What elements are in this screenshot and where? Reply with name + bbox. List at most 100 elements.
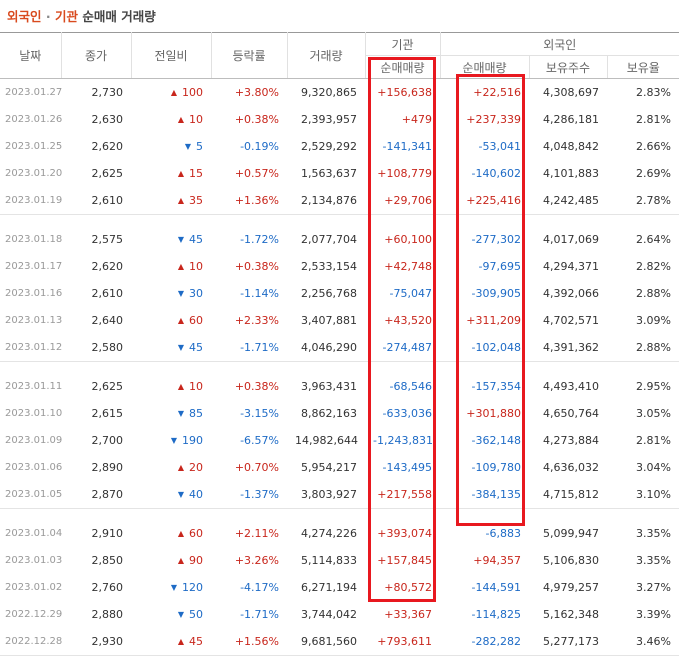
date-cell: 2022.12.29 bbox=[5, 609, 63, 620]
volume-cell: 1,563,637 bbox=[301, 167, 357, 180]
close-cell: 2,760 bbox=[91, 581, 124, 594]
holdings-cell: 4,101,883 bbox=[543, 167, 599, 180]
close-cell: 2,850 bbox=[91, 554, 124, 567]
rate-cell: +0.38% bbox=[234, 260, 279, 273]
down-triangle-icon: ▼ bbox=[177, 490, 184, 499]
foreign-net-cell: +311,209 bbox=[466, 314, 521, 327]
ratio-cell: 2.88% bbox=[607, 334, 679, 362]
volume-cell: 4,274,226 bbox=[301, 527, 357, 540]
close-cell: 2,610 bbox=[91, 287, 124, 300]
table-row: 2023.01.11 2,625 ▲ 10 +0.38% 3,963,431 -68,546… bbox=[0, 373, 679, 400]
rate-cell: -0.19% bbox=[240, 140, 279, 153]
holdings-cell: 4,636,032 bbox=[543, 461, 599, 474]
inst-net-cell: +108,779 bbox=[377, 167, 432, 180]
rate-cell: +3.26% bbox=[234, 554, 279, 567]
inst-net-cell: +479 bbox=[401, 113, 432, 126]
holdings-cell: 4,048,842 bbox=[543, 140, 599, 153]
change-value: 45 bbox=[189, 635, 203, 648]
rate-cell: +0.57% bbox=[234, 167, 279, 180]
date-cell: 2023.01.27 bbox=[5, 87, 63, 98]
foreign-net-cell: +22,516 bbox=[473, 86, 521, 99]
table-row: 2023.01.25 2,620 ▼ 5 -0.19% 2,529,292 -141,341… bbox=[0, 133, 679, 160]
date-cell: 2023.01.25 bbox=[5, 141, 63, 152]
volume-cell: 5,954,217 bbox=[301, 461, 357, 474]
ratio-cell: 3.04% bbox=[636, 461, 671, 474]
table-row: 2023.01.20 2,625 ▲ 15 +0.57% 1,563,637 +108,77… bbox=[0, 160, 679, 187]
close-cell: 2,620 bbox=[91, 140, 124, 153]
holdings-cell: 4,702,571 bbox=[543, 314, 599, 327]
change-value: 10 bbox=[189, 260, 203, 273]
close-cell: 2,730 bbox=[91, 86, 124, 99]
ratio-cell: 2.78% bbox=[607, 187, 679, 215]
close-cell: 2,870 bbox=[61, 481, 131, 509]
col-header-rate: 등락률 bbox=[211, 32, 288, 79]
rate-cell: +2.33% bbox=[234, 314, 279, 327]
title-separator: · bbox=[41, 9, 55, 24]
change-cell: ▼ 45 bbox=[131, 226, 211, 253]
close-cell: 2,880 bbox=[91, 608, 124, 621]
rate-cell: +0.38% bbox=[234, 113, 279, 126]
holdings-cell: 5,162,348 bbox=[543, 608, 599, 621]
rate-cell: -1.71% bbox=[211, 334, 287, 362]
foreign-net-cell: -362,148 bbox=[471, 434, 521, 447]
holdings-cell: 4,286,181 bbox=[543, 113, 599, 126]
col-header-change: 전일비 bbox=[131, 32, 212, 79]
holdings-cell: 4,391,362 bbox=[529, 334, 607, 362]
table-row: 2023.01.03 2,850 ▲ 90 +3.26% 5,114,833 +157,84… bbox=[0, 547, 679, 574]
change-cell: ▲ 60 bbox=[131, 520, 211, 547]
inst-net-cell: -143,495 bbox=[382, 461, 432, 474]
rate-cell: +0.38% bbox=[234, 380, 279, 393]
change-cell: ▲ 10 bbox=[131, 253, 211, 280]
ratio-cell: 2.69% bbox=[636, 167, 671, 180]
change-value: 35 bbox=[189, 194, 203, 207]
date-cell: 2023.01.13 bbox=[5, 315, 63, 326]
net-trading-table: 날짜 종가 전일비 등락률 거래량 기관 외국인 순매매량 순매매량 보유주수 … bbox=[0, 32, 679, 656]
change-value: 5 bbox=[196, 140, 203, 153]
change-value: 50 bbox=[189, 608, 203, 621]
table-row: 2023.01.17 2,620 ▲ 10 +0.38% 2,533,154 +42,748… bbox=[0, 253, 679, 280]
volume-cell: 5,114,833 bbox=[301, 554, 357, 567]
col-group-foreign: 외국인 bbox=[440, 32, 679, 56]
volume-cell: 4,046,290 bbox=[287, 334, 365, 362]
holdings-cell: 4,017,069 bbox=[543, 233, 599, 246]
holdings-cell: 5,099,947 bbox=[543, 527, 599, 540]
up-triangle-icon: ▲ bbox=[177, 115, 184, 124]
rate-cell: +1.36% bbox=[211, 187, 287, 215]
close-cell: 2,575 bbox=[91, 233, 124, 246]
change-value: 190 bbox=[182, 434, 203, 447]
change-value: 120 bbox=[182, 581, 203, 594]
holdings-cell: 4,242,485 bbox=[529, 187, 607, 215]
foreign-net-cell: -53,041 bbox=[478, 140, 521, 153]
change-cell: ▲ 90 bbox=[131, 547, 211, 574]
inst-net-cell: -274,487 bbox=[365, 334, 440, 362]
volume-cell: 2,533,154 bbox=[301, 260, 357, 273]
ratio-cell: 3.35% bbox=[636, 527, 671, 540]
change-cell: ▲ 10 bbox=[131, 106, 211, 133]
change-cell: ▼ 190 bbox=[131, 427, 211, 454]
change-cell: ▼ 40 bbox=[131, 481, 211, 509]
ratio-cell: 3.05% bbox=[636, 407, 671, 420]
change-cell: ▲ 35 bbox=[131, 187, 211, 215]
col-header-close: 종가 bbox=[61, 32, 132, 79]
close-cell: 2,930 bbox=[61, 628, 131, 656]
volume-cell: 3,803,927 bbox=[287, 481, 365, 509]
holdings-cell: 4,308,697 bbox=[543, 86, 599, 99]
holdings-cell: 4,273,884 bbox=[543, 434, 599, 447]
rate-cell: -6.57% bbox=[240, 434, 279, 447]
change-cell: ▼ 30 bbox=[131, 280, 211, 307]
holdings-cell: 4,294,371 bbox=[543, 260, 599, 273]
up-triangle-icon: ▲ bbox=[177, 637, 184, 646]
close-cell: 2,910 bbox=[91, 527, 124, 540]
foreign-net-cell: -309,905 bbox=[471, 287, 521, 300]
date-cell: 2023.01.03 bbox=[5, 555, 63, 566]
rate-cell: -4.17% bbox=[240, 581, 279, 594]
foreign-net-cell: +301,880 bbox=[466, 407, 521, 420]
rate-cell: +0.70% bbox=[234, 461, 279, 474]
inst-net-cell: +157,845 bbox=[377, 554, 432, 567]
foreign-net-cell: -109,780 bbox=[471, 461, 521, 474]
table-row: 2022.12.28 2,930 ▲ 45 +1.56% 9,681,560 +793,61… bbox=[0, 628, 679, 656]
date-cell: 2023.01.04 bbox=[5, 528, 63, 539]
down-triangle-icon: ▼ bbox=[177, 409, 184, 418]
inst-net-cell: +29,706 bbox=[365, 187, 440, 215]
date-cell: 2023.01.16 bbox=[5, 288, 63, 299]
